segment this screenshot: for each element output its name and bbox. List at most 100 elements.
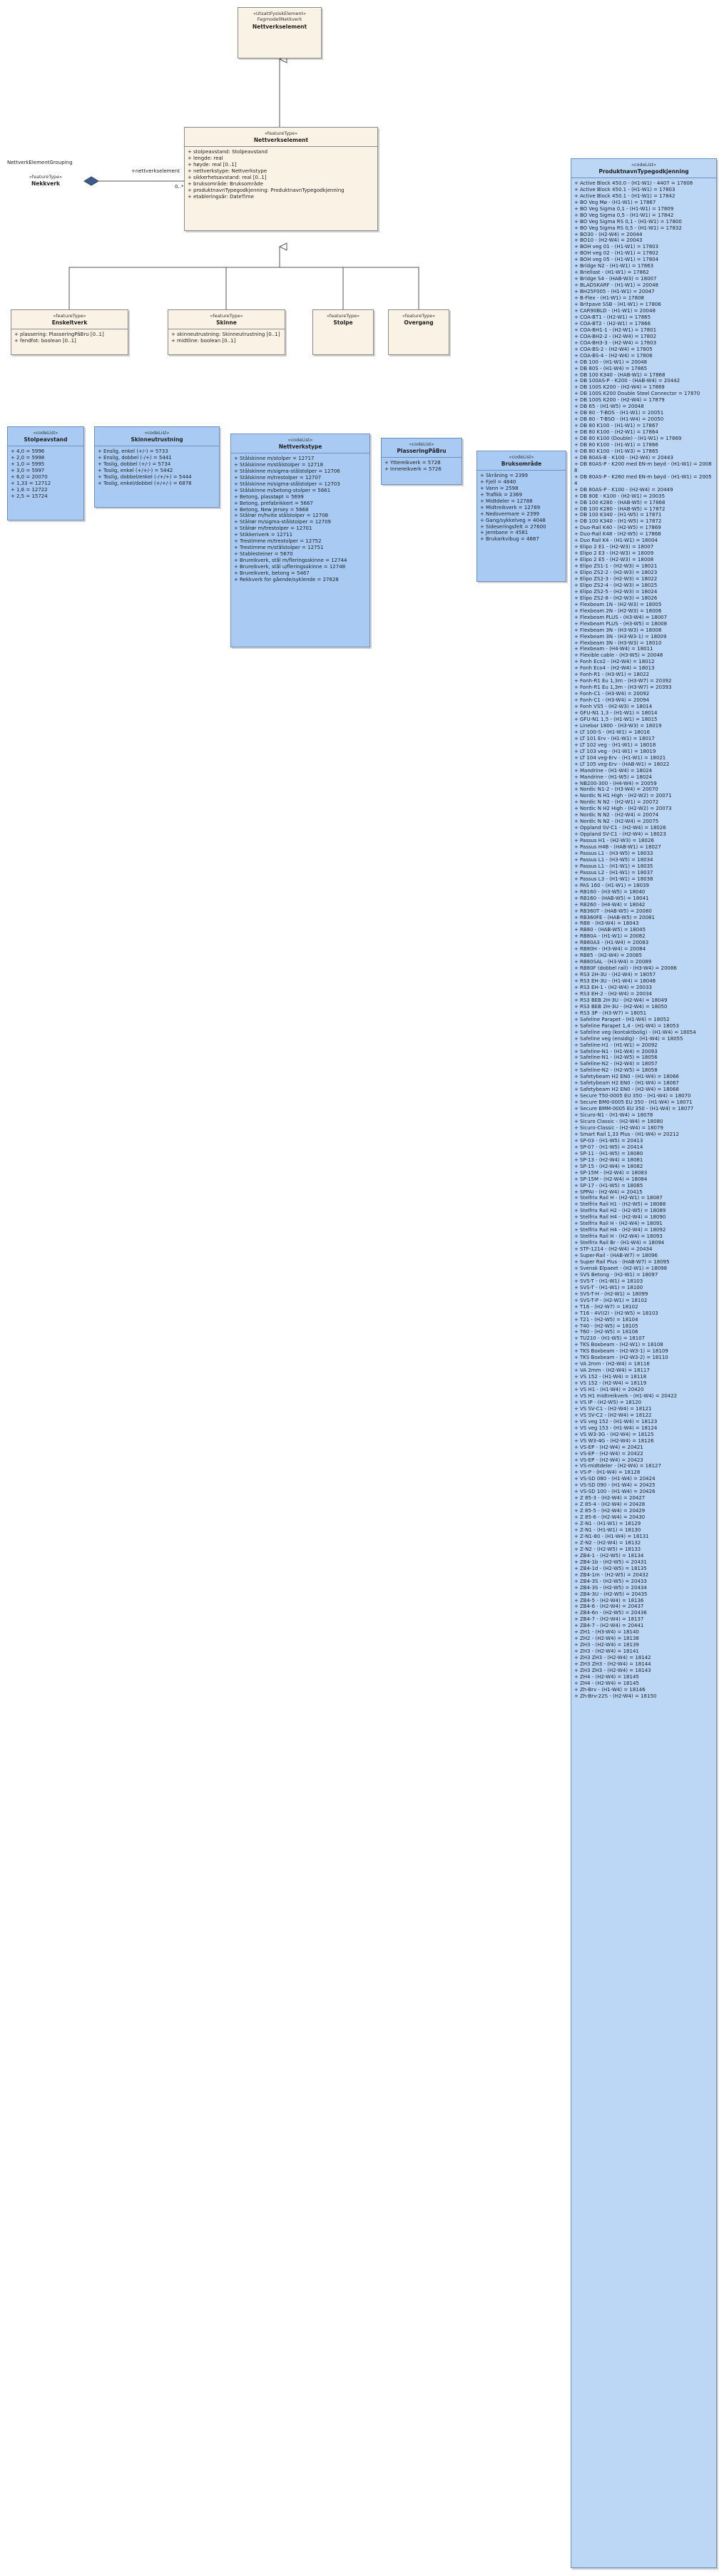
product-value-text: Stelfrix Rail H4 - (H2-W4) = 18092 <box>580 1227 666 1233</box>
class-overgang[interactable]: «featureType» Overgang <box>388 309 449 355</box>
product-value-text: ZH4 - (H2-W4) = 18145 <box>580 1673 639 1680</box>
codelist-stolpeavstand[interactable]: «codeList» Stolpeavstand +4,0 = 5996 +2,0 =… <box>7 426 84 520</box>
codelist-value-text: Betong, New Jersey = 5668 <box>240 506 309 513</box>
product-value-row: + Nordic N1-2 - (H3-W4) = 20070 <box>574 786 713 793</box>
codelist-nettverkstype[interactable]: «codeList» Nettverkstype + Stålskinne m/sto… <box>230 433 370 647</box>
product-value-row: + BO Veg Sigma 0,1 - (H1-W1) = 17809 <box>574 206 713 212</box>
product-value-row: + RS3 EH-2 - (H2-W4) = 20034 <box>574 991 713 997</box>
product-value-text: Stelfrix Rail H2 - (H2-W5) = 18089 <box>580 1208 666 1214</box>
codelist-produktnavn-values: + Active Block 450.0 - (H1-W1) - 4407 = 1… <box>571 178 716 1702</box>
visibility-marker: + <box>574 819 578 825</box>
codelist-value-text: Stålskinne m/betong-stolper = 5661 <box>240 487 331 493</box>
visibility-marker: + <box>574 831 578 838</box>
visibility-marker: + <box>574 525 578 531</box>
visibility-marker: + <box>11 493 15 499</box>
product-value-row: + VS-SD 090 - (H1-W4) = 20425 <box>574 1482 713 1489</box>
product-value-text: RB80 - (HAB-W5) = 18045 <box>580 927 646 933</box>
product-value-row: + COA-BH3-3 - (H2-W4) = 17803 <box>574 340 713 347</box>
visibility-marker: + <box>574 371 578 378</box>
codelist-bruksområde[interactable]: «codeList» Bruksområde + Skråning = 2399 + Fj… <box>476 451 566 582</box>
visibility-marker: + <box>574 1495 578 1502</box>
product-value-text: LT 105 veg-Erv - (HAB-W1) = 18022 <box>580 761 670 767</box>
codelist-plasseringpåbru[interactable]: «codeList» PlasseringPåBru + Yttereikverk =… <box>381 438 462 485</box>
product-value-text: Z-N2 - (H2-W4) = 18132 <box>580 1539 641 1546</box>
visibility-marker: + <box>574 1457 578 1463</box>
product-value-row: + LT 105 veg-Erv - (HAB-W1) = 18022 <box>574 761 713 768</box>
visibility-marker: + <box>574 1271 578 1278</box>
class-skinne[interactable]: «featureType» Skinne + skinneutrustning: Sk… <box>168 309 285 355</box>
product-value-text: SP-15M - (H2-W4) = 18083 <box>580 1169 648 1176</box>
visibility-marker: + <box>574 346 578 352</box>
visibility-marker: + <box>384 466 389 472</box>
codelist-produktnavn[interactable]: «codeList» ProduktnavnTypegodkjenning + A… <box>571 158 717 2568</box>
main-attribute-text: sikkerhetsavstand: real [0..1] <box>193 174 267 180</box>
product-value-row: + RB80SAL - (H3-W4) = 20089 <box>574 959 713 965</box>
codelist-value-text: Stålrør m/sigma-stålstolper = 12709 <box>240 519 331 525</box>
subclass-attribute-row: + midtline: boolean [0..1] <box>171 338 282 344</box>
visibility-marker: + <box>574 1514 578 1521</box>
class-stolpe[interactable]: «featureType» Stolpe <box>312 309 374 355</box>
product-value-text: Safeline-N2 - (H2-W5) = 18058 <box>580 1067 658 1074</box>
visibility-marker: + <box>574 601 578 607</box>
product-value-row: + COA-BT1 - (H2-W1) = 17865 <box>574 314 713 321</box>
class-enskeltverk[interactable]: «featureType» Enskeltverk + plassering: Pla… <box>11 309 128 355</box>
visibility-marker: + <box>574 888 578 895</box>
product-value-text: Fonh VS5 - (H2-W3) = 18014 <box>580 704 653 710</box>
product-value-row: + RB80A - (H1-W1) = 20082 <box>574 933 713 940</box>
product-value-row: + SVS Betong - (H2-W1) = 18097 <box>574 1272 713 1278</box>
product-value-text: BO10 - (H2-W4) = 20043 <box>580 237 643 244</box>
main-attribute-text: etableringsår: DateTime <box>193 193 254 200</box>
codelist-skinneutrustning[interactable]: «codeList» Skinneutrustning + Enslig, enkel… <box>94 426 220 508</box>
product-value-row: + RB360FE - (HAB-W5) = 20081 <box>574 915 713 921</box>
visibility-marker: + <box>171 337 175 344</box>
visibility-marker: + <box>574 844 578 851</box>
product-value-text: DB 100S K200 - (H2-W4) = 17879 <box>580 397 665 404</box>
external-class[interactable]: «featureType» Nekkverk <box>7 174 84 188</box>
product-value-row: + ZH3 ZH3 - (H2-W4) = 18142 <box>574 1655 713 1661</box>
visibility-marker: + <box>574 1578 578 1584</box>
product-value-row: + Safeline-N2 - (H2-W5) = 18058 <box>574 1067 713 1074</box>
visibility-marker: + <box>574 710 578 717</box>
class-top[interactable]: «UtsattFysiskElement» FagmodellNetkverk … <box>238 7 322 58</box>
main-attribute-row: + nettverkstype: Nettverkstype <box>188 168 374 175</box>
class-main[interactable]: «featureType» Nettverkselement + stolpeav… <box>184 127 378 231</box>
codelist-value-text: Trestimme m/stålstolper = 12751 <box>240 545 324 551</box>
visibility-marker: + <box>574 672 578 678</box>
codelist-value-row: + Toslig, dobbel (+/-) = 5734 <box>98 461 216 468</box>
visibility-marker: + <box>574 397 578 404</box>
visibility-marker: + <box>574 640 578 646</box>
product-value-row: + SP-15M - (H2-W4) = 18084 <box>574 1176 713 1183</box>
codelist-value-row: + Stålrør m/trestolper = 12701 <box>234 525 367 532</box>
product-value-row: + DB 80 K100 (Double) - (H1-W1) = 17869 <box>574 436 713 442</box>
product-value-text: DB 65 - (H1-W5) = 20048 <box>580 404 644 410</box>
product-value-text: DB 100S K200 Double Steel Connector = 17… <box>580 391 700 397</box>
product-value-text: ZH3 - (H2-W4) = 18141 <box>580 1648 639 1655</box>
product-value-row: + TU210 - (H1-W5) = 18107 <box>574 1335 713 1342</box>
product-value-row: + ZB4-1b - (H2-W5) = 20431 <box>574 1559 713 1566</box>
codelist-value-text: Brukarkvibug = 4687 <box>486 536 539 543</box>
visibility-marker: + <box>574 678 578 684</box>
subclass-attribute-row: + plassering: PlasseringPåBru [0..1] <box>14 332 125 338</box>
visibility-marker: + <box>574 754 578 761</box>
product-value-text: BO30 - (H2-W4) = 20044 <box>580 231 643 237</box>
visibility-marker: + <box>574 1412 578 1418</box>
product-value-text: VS H1 midtreikverk - (H1-W4) = 20422 <box>580 1393 678 1399</box>
product-value-text: Z 85-4 - (H2-W4) = 20428 <box>580 1502 646 1508</box>
product-value-row: + Fonh-R1 Eu 1,3m - (H3-W7) = 20392 <box>574 678 713 684</box>
visibility-marker: + <box>574 1054 578 1061</box>
codelist-value-text: Brureikverk, betong = 5467 <box>240 570 310 577</box>
visibility-marker: + <box>574 1399 578 1405</box>
subclass-attribute-row: + fendfot: boolean [0..1] <box>14 338 125 344</box>
visibility-marker: + <box>574 1221 578 1227</box>
codelist-value-text: 2,0 = 5998 <box>16 454 45 461</box>
product-value-row: + ZB4-1 - (H2-W5) = 18134 <box>574 1553 713 1559</box>
main-attribute-row: + stolpeavstand: Stolpeavstand <box>188 149 374 155</box>
product-value-row: + Z 85-3 - (H2-W4) = 20427 <box>574 1495 713 1502</box>
subclass-name: Skinne <box>216 319 237 327</box>
product-value-row: + ZB4-1d - (H2-W5) = 18135 <box>574 1566 713 1572</box>
visibility-marker: + <box>574 940 578 946</box>
codelist-value-text: Nedsvermare = 2399 <box>486 510 540 517</box>
visibility-marker: + <box>574 454 578 461</box>
visibility-marker: + <box>574 218 578 225</box>
product-value-text: BO Veg Sigma RS 0,5 - (H1-W1) = 17832 <box>580 225 682 231</box>
